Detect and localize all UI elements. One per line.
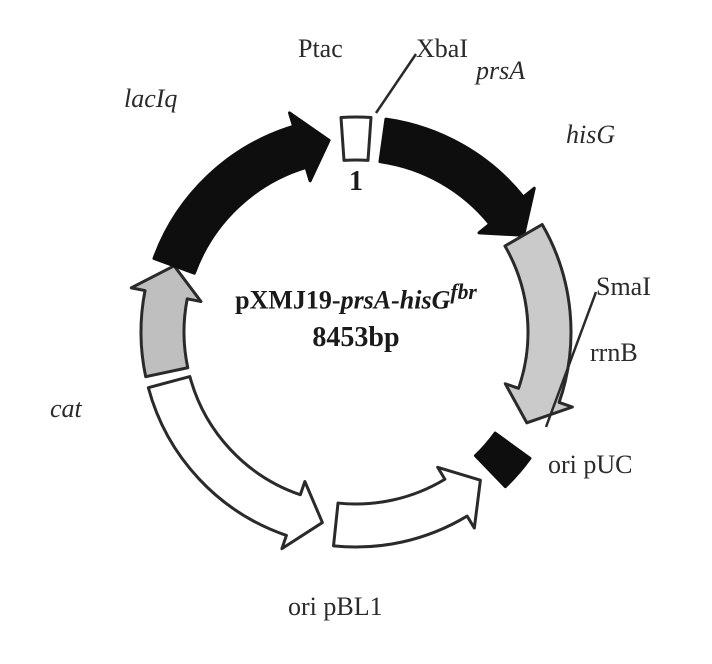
label-oripUC: ori pUC: [548, 450, 633, 480]
plasmid-name-genes: prsA-hisG: [341, 286, 451, 315]
label-smai: SmaI: [596, 272, 651, 302]
segment-oripBL1: [148, 377, 322, 549]
segment-lacIq: [154, 113, 329, 273]
plasmid-size: 8453bp: [56, 322, 656, 354]
segment-prsA: [380, 119, 534, 235]
label-rrnB: rrnB: [590, 338, 638, 368]
segment-ptac: [341, 117, 371, 160]
plasmid-name: pXMJ19-prsA-hisGfbr: [56, 280, 656, 316]
segment-oripUC: [334, 467, 481, 547]
plasmid-map: 1 pXMJ19-prsA-hisGfbr 8453bp Ptac prsA his…: [56, 32, 656, 632]
origin-marker: 1: [349, 166, 363, 197]
label-xbai: XbaI: [416, 34, 468, 64]
label-prsA: prsA: [476, 56, 525, 86]
label-hisG: hisG: [566, 120, 615, 150]
plasmid-name-prefix: pXMJ19-: [235, 286, 340, 315]
label-cat: cat: [50, 394, 82, 424]
leader-line-xbai: [376, 54, 416, 113]
label-lacIq: lacIq: [124, 84, 177, 114]
label-oripBL1: ori pBL1: [288, 592, 383, 622]
segment-rrnB: [475, 433, 529, 487]
label-ptac: Ptac: [298, 34, 343, 64]
plasmid-name-suffix: fbr: [450, 280, 476, 304]
